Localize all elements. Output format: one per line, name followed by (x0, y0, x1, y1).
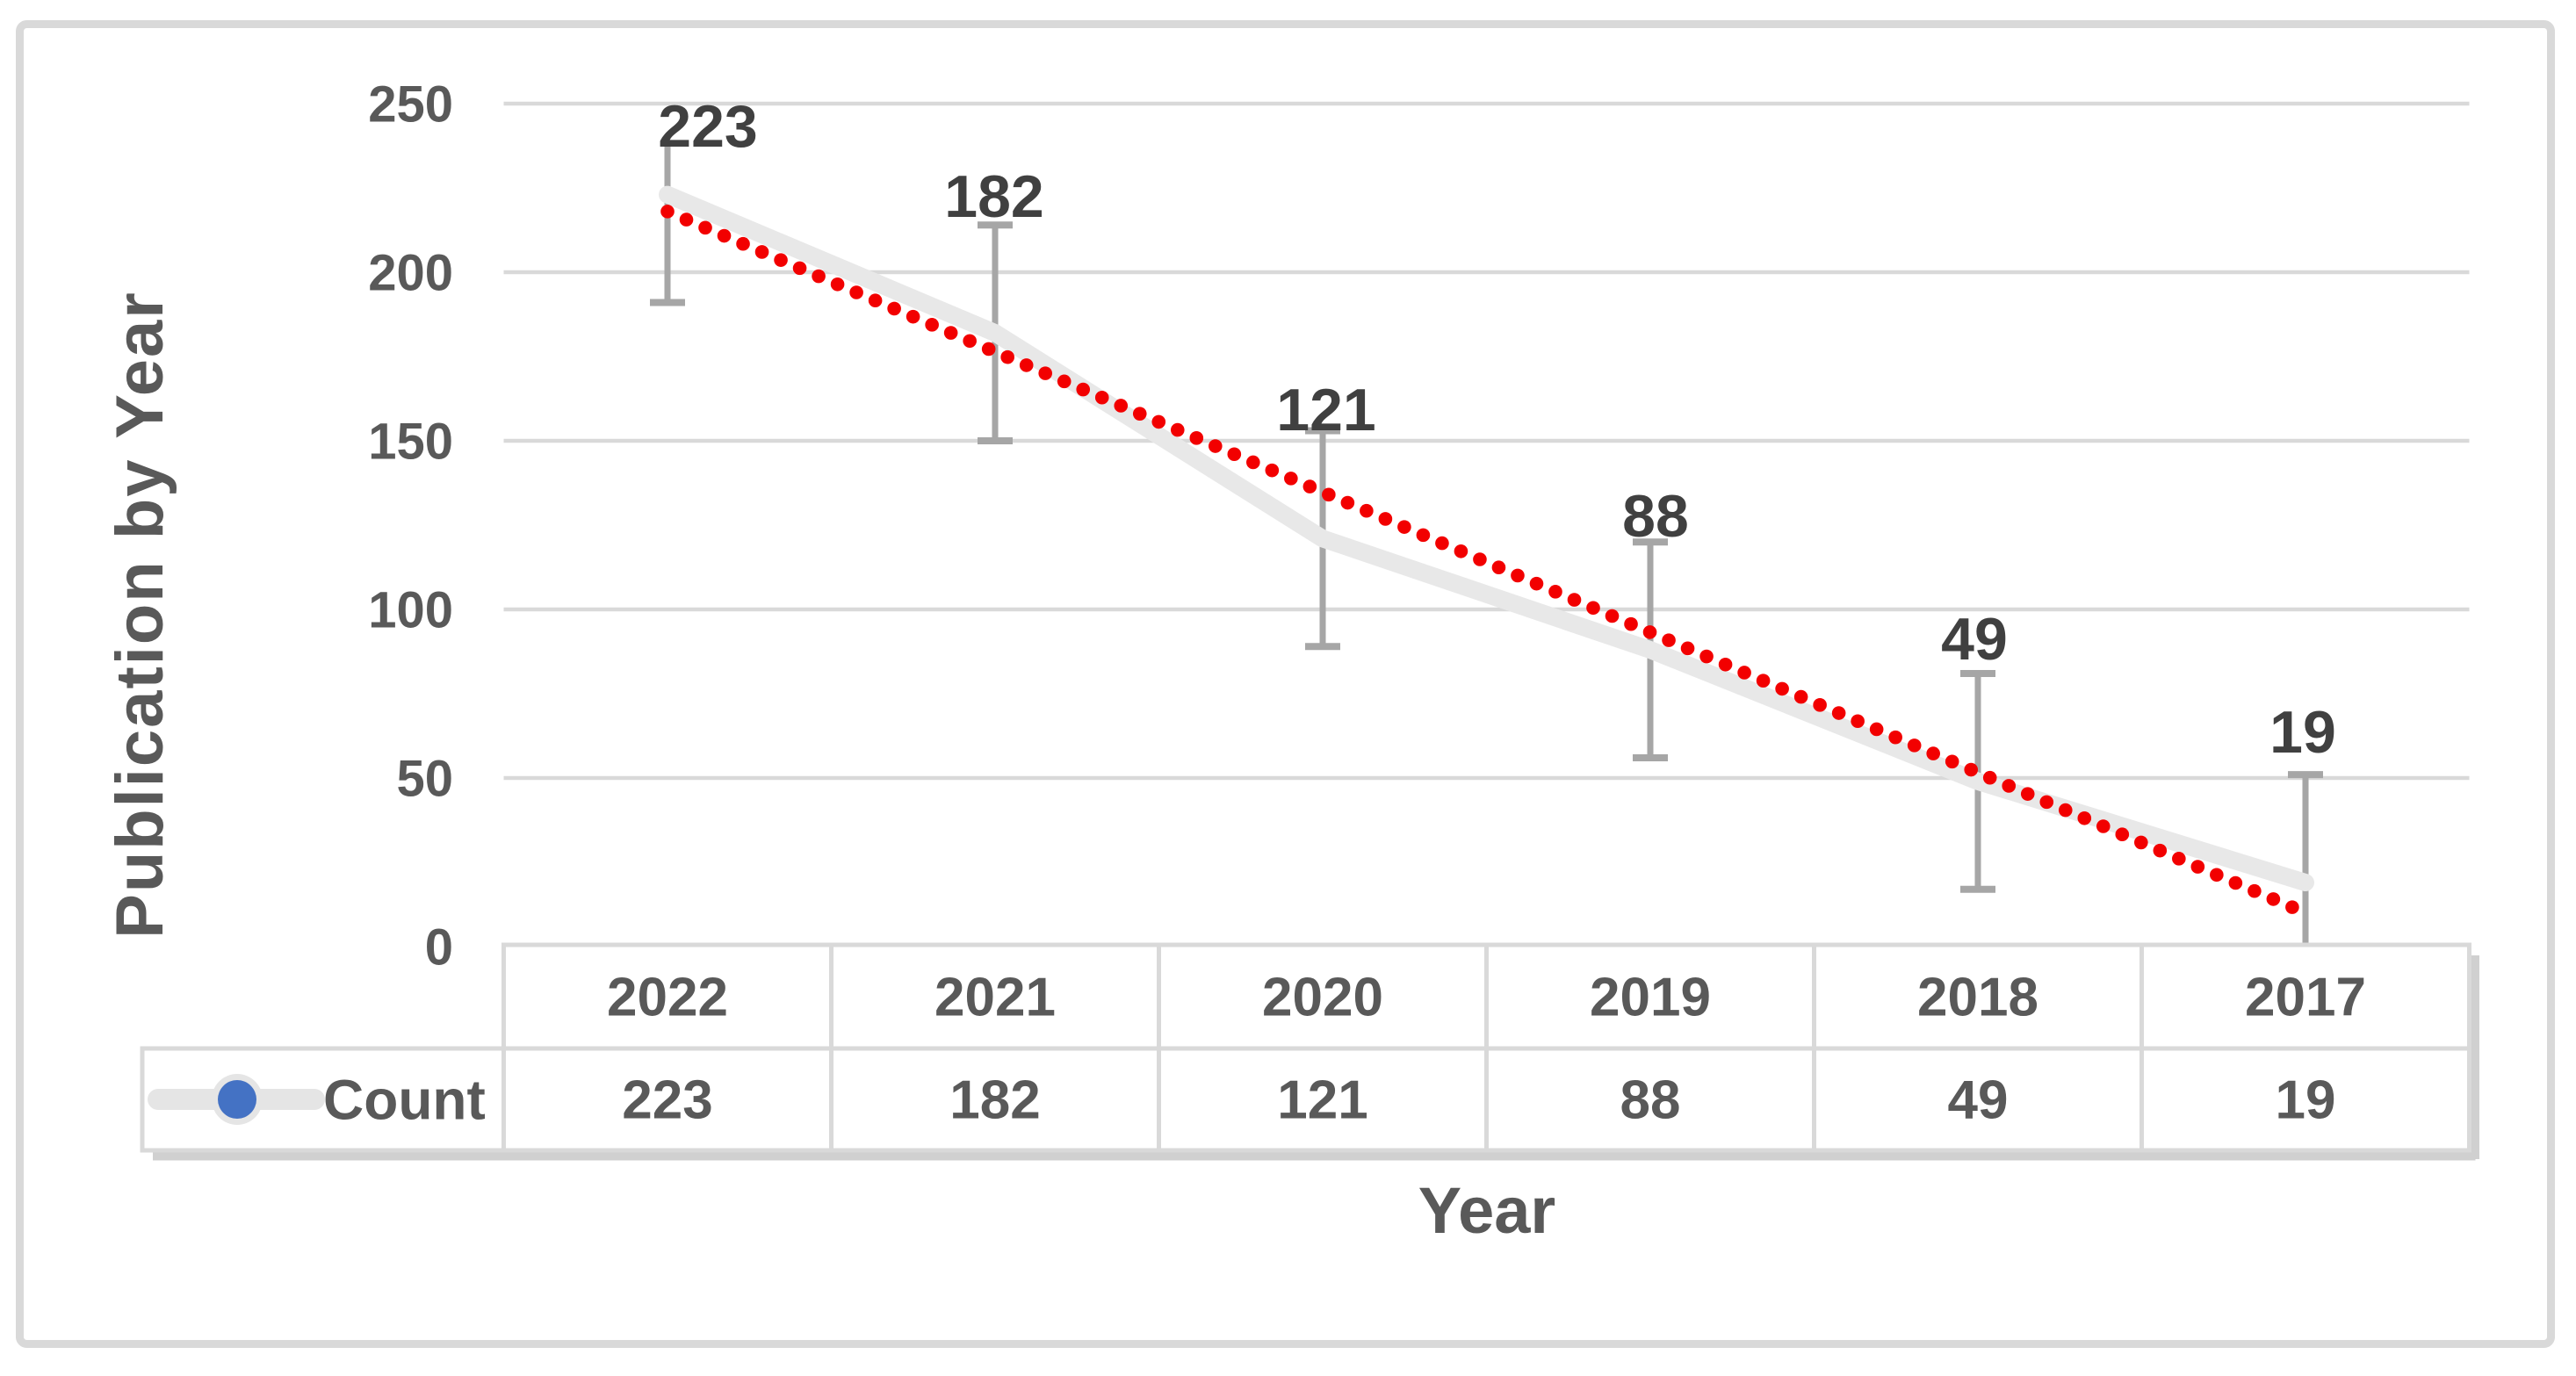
table-header-cell: 2022 (607, 968, 728, 1028)
data-label: 88 (1622, 483, 1689, 550)
y-tick-label: 50 (396, 750, 453, 807)
error-bar (2288, 771, 2323, 945)
data-label: 182 (944, 163, 1043, 230)
data-label: 223 (658, 93, 757, 160)
table-value-cell: 19 (2276, 1070, 2336, 1131)
table-header-cell: 2019 (1590, 968, 1711, 1028)
table-value-row (140, 1046, 2471, 1153)
trendline (660, 205, 2299, 914)
x-axis-title: Year (1418, 1174, 1555, 1247)
y-axis-title: Publication by Year (103, 291, 177, 939)
y-tick-label: 150 (368, 413, 453, 470)
legend-label: Count (323, 1068, 486, 1131)
table-header-cell: 2018 (1917, 968, 2038, 1028)
table-header-cell: 2017 (2245, 968, 2366, 1028)
y-axis-tick-labels: 250 200 150 100 50 0 (368, 76, 453, 976)
y-tick-label: 100 (368, 581, 453, 638)
table-value-cell: 88 (1620, 1070, 1681, 1131)
legend-marker-dot (218, 1080, 256, 1119)
table-value-cell: 223 (622, 1070, 712, 1131)
y-tick-label: 250 (368, 76, 453, 133)
y-tick-label: 0 (425, 919, 453, 976)
data-label: 121 (1276, 377, 1375, 443)
data-table: 2022 2021 2020 2019 2018 2017 223 182 121 88 49 19 (140, 942, 2479, 1161)
error-bars (650, 144, 2323, 945)
table-header-cell: 2020 (1262, 968, 1383, 1028)
y-tick-label: 200 (368, 244, 453, 301)
data-label: 49 (1941, 606, 2008, 673)
data-labels: 223 182 121 88 49 19 (658, 93, 2336, 766)
data-label: 19 (2269, 699, 2336, 766)
table-value-cell: 121 (1277, 1070, 1367, 1131)
legend-marker (148, 1074, 325, 1125)
error-bar (650, 144, 685, 306)
table-header-cell: 2021 (934, 968, 1056, 1028)
table-value-cell: 49 (1948, 1070, 2009, 1131)
table-value-cell: 182 (949, 1070, 1040, 1131)
